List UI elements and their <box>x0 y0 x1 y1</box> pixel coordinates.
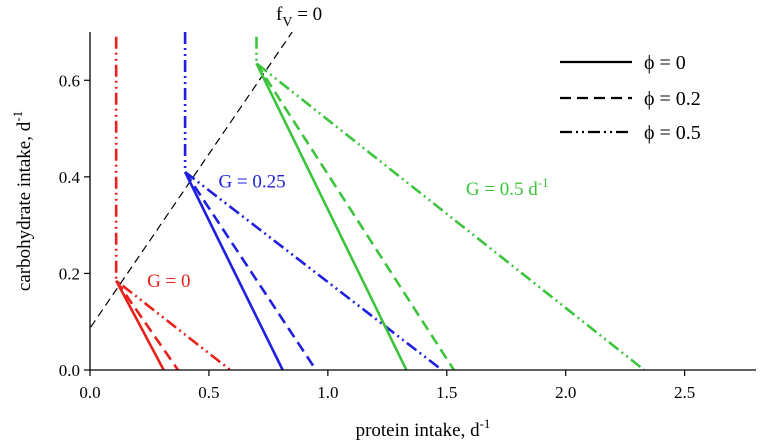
x-tick-label: 1.5 <box>436 383 457 402</box>
legend: ϕ = 0 ϕ = 0.2 ϕ = 0.5 <box>560 52 701 144</box>
y-axis-title: carbohydrate intake, d-1 <box>10 111 35 291</box>
annotation-sup: -1 <box>538 175 549 190</box>
series-line-g05-solid <box>255 62 408 370</box>
x-axis-title: protein intake, d-1 <box>356 416 491 441</box>
legend-label-dashed: ϕ = 0.2 <box>644 88 701 110</box>
reference-label-base: f <box>276 4 283 25</box>
y-axis-title-sup: -1 <box>10 111 25 122</box>
reference-line <box>90 32 293 330</box>
x-tick-label: 1.0 <box>317 383 338 402</box>
annotation-g05: G = 0.5 d-1 <box>466 175 549 200</box>
series-line-g025-dashed <box>184 171 318 370</box>
y-tick-label: 0.4 <box>59 168 81 187</box>
reference-label-rest: = 0 <box>292 4 322 25</box>
reference-label-sub: V <box>282 15 292 30</box>
y-tick-label: 0.6 <box>59 71 80 90</box>
legend-label-solid: ϕ = 0 <box>644 52 686 74</box>
x-tick-label: 0.0 <box>79 383 100 402</box>
series-line-g05-dashdotdot <box>255 36 646 370</box>
series-line-g025-dashdotdot <box>183 32 443 370</box>
annotation-text: G = 0.25 <box>218 171 285 192</box>
y-tick-label: 0.2 <box>59 264 80 283</box>
y-tick-label: 0.0 <box>59 361 80 380</box>
axes-layer <box>84 32 756 376</box>
series-layer <box>90 32 646 370</box>
x-tick-label: 2.0 <box>555 383 576 402</box>
y-axis-title-main: carbohydrate intake, d <box>14 121 35 291</box>
series-line-g0-dashdotdot <box>114 36 232 370</box>
series-line-g0-solid <box>115 280 165 370</box>
x-tick-label: 0.5 <box>198 383 219 402</box>
text-layer: 0.0 0.5 1.0 1.5 2.0 2.5 0.0 0.2 0.4 0.6 G = 0 G = 0… <box>59 71 696 402</box>
reference-line-label: fV = 0 <box>276 4 322 30</box>
x-axis-title-sup: -1 <box>480 416 491 431</box>
x-axis-title-main: protein intake, d <box>356 420 480 441</box>
annotation-text: G = 0.5 d <box>466 179 538 200</box>
series-line-g05-dashed <box>255 62 455 370</box>
series-line-g0-dashed <box>115 279 180 370</box>
series-line-g025-solid <box>183 171 284 370</box>
annotation-text: G = 0 <box>147 271 190 292</box>
x-tick-label: 2.5 <box>674 383 695 402</box>
annotation-g025: G = 0.25 <box>218 171 285 192</box>
legend-label-dashdotdot: ϕ = 0.5 <box>644 122 701 144</box>
annotation-g0: G = 0 <box>147 271 190 292</box>
